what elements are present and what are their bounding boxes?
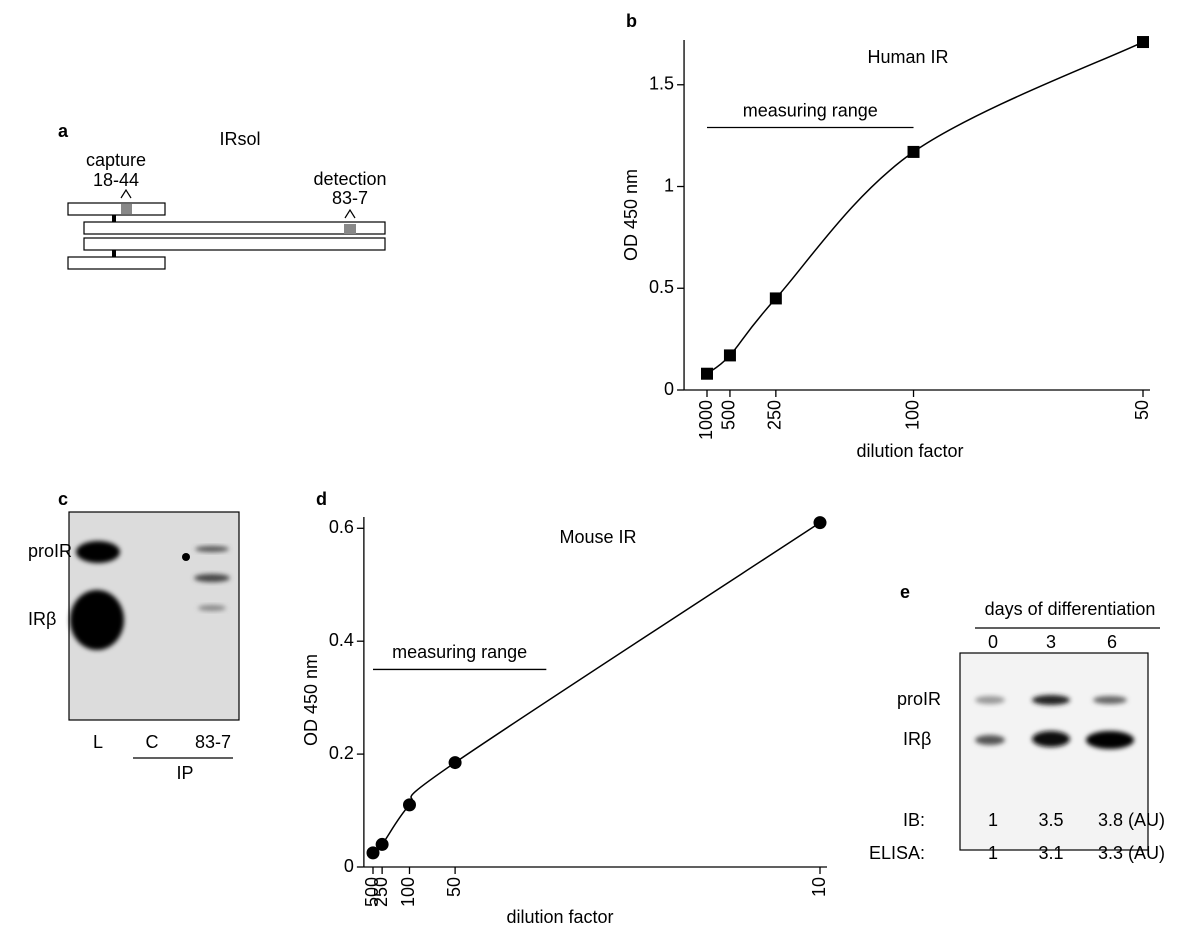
- lane-label: 6: [1107, 632, 1117, 652]
- data-point: [448, 756, 462, 770]
- data-point: [769, 292, 782, 305]
- lane-label: 3: [1046, 632, 1056, 652]
- y-tick-label: 1: [664, 175, 674, 195]
- detection-antibody: 83-7: [332, 188, 368, 208]
- epitope: [344, 224, 356, 234]
- header: days of differentiation: [985, 599, 1156, 619]
- y-tick-label: 0.6: [329, 517, 354, 537]
- y-tick-label: 0: [664, 379, 674, 399]
- row-value: 3.3 (AU): [1098, 843, 1165, 863]
- diagram-title: IRsol: [219, 129, 260, 149]
- band: [975, 735, 1005, 745]
- band: [194, 574, 230, 582]
- receptor-chain: [67, 256, 166, 270]
- data-point: [907, 145, 920, 158]
- data-point: [366, 846, 380, 860]
- y-tick-label: 0.2: [329, 743, 354, 763]
- lane-label: 0: [988, 632, 998, 652]
- lane-label: L: [93, 732, 103, 752]
- band: [1032, 695, 1070, 705]
- x-tick-label: 100: [398, 877, 418, 907]
- x-tick-label: 10: [809, 877, 829, 897]
- spot: [182, 553, 190, 561]
- row-label: ELISA:: [869, 843, 925, 863]
- band: [1093, 696, 1127, 704]
- receptor-chain: [83, 237, 386, 251]
- band-label: proIR: [28, 541, 72, 561]
- lane-label: C: [146, 732, 159, 752]
- row-value: 3.8 (AU): [1098, 810, 1165, 830]
- panel-letter: e: [900, 582, 910, 602]
- fit-curve: [372, 522, 821, 854]
- blot: [959, 652, 1149, 851]
- band: [195, 546, 229, 552]
- group-label: IP: [176, 763, 193, 783]
- antibody-icon: [120, 188, 132, 199]
- x-axis-label: dilution factor: [506, 907, 613, 927]
- x-axis-label: dilution factor: [856, 441, 963, 461]
- disulfide-bond: [112, 215, 116, 222]
- data-point: [402, 798, 416, 812]
- x-tick-label: 1000: [696, 400, 716, 440]
- row-value: 3.5: [1038, 810, 1063, 830]
- measuring-range-label: measuring range: [392, 642, 527, 662]
- y-tick-label: 1.5: [649, 74, 674, 94]
- band: [1086, 731, 1134, 749]
- chart-title: Mouse IR: [559, 527, 636, 547]
- x-tick-label: 50: [1132, 400, 1152, 420]
- band: [76, 541, 120, 563]
- data-point: [723, 349, 736, 362]
- panel-a: a IRsol capture 18-44 detection 83-7: [58, 121, 387, 270]
- y-tick-label: 0.4: [329, 630, 354, 650]
- x-tick-label: 100: [902, 400, 922, 430]
- band-label: IRβ: [28, 609, 56, 629]
- x-tick-label: 250: [765, 400, 785, 430]
- x-tick-label: 250: [371, 877, 391, 907]
- y-axis-label: OD 450 nm: [301, 654, 321, 746]
- receptor-chain: [67, 202, 166, 216]
- y-tick-label: 0: [344, 856, 354, 876]
- detection-label: detection: [313, 169, 386, 189]
- data-point: [813, 516, 827, 530]
- band: [1032, 731, 1070, 747]
- panel-e: e days of differentiation 0 3 6 proIR IR…: [869, 582, 1165, 863]
- data-point: [375, 837, 389, 851]
- row-label: IB:: [903, 810, 925, 830]
- band-label: proIR: [897, 689, 941, 709]
- band: [975, 696, 1005, 704]
- panel-letter: c: [58, 489, 68, 509]
- panel-letter: a: [58, 121, 69, 141]
- band: [70, 590, 124, 650]
- chart-title: Human IR: [867, 47, 948, 67]
- row-value: 1: [988, 843, 998, 863]
- data-point: [701, 367, 713, 380]
- x-tick-label: 500: [362, 877, 382, 907]
- panel-c: c proIR IRβ L C 83-7 IP: [28, 489, 240, 783]
- panel-letter: b: [626, 11, 637, 31]
- capture-antibody: 18-44: [93, 170, 139, 190]
- row-value: 3.1: [1038, 843, 1063, 863]
- band: [198, 605, 226, 611]
- measuring-range-label: measuring range: [743, 100, 878, 120]
- x-tick-label: 50: [444, 877, 464, 897]
- band-label: IRβ: [903, 729, 931, 749]
- receptor-chain: [83, 221, 386, 235]
- panel-letter: d: [316, 489, 327, 509]
- lane-label: 83-7: [195, 732, 231, 752]
- data-point: [1137, 36, 1149, 49]
- fit-curve: [706, 41, 1144, 375]
- y-axis-label: OD 450 nm: [621, 169, 641, 261]
- antibody-icon: [344, 208, 356, 219]
- disulfide-bond: [112, 250, 116, 257]
- capture-label: capture: [86, 150, 146, 170]
- row-value: 1: [988, 810, 998, 830]
- x-tick-label: 500: [719, 400, 739, 430]
- y-tick-label: 0.5: [649, 277, 674, 297]
- epitope: [121, 204, 132, 214]
